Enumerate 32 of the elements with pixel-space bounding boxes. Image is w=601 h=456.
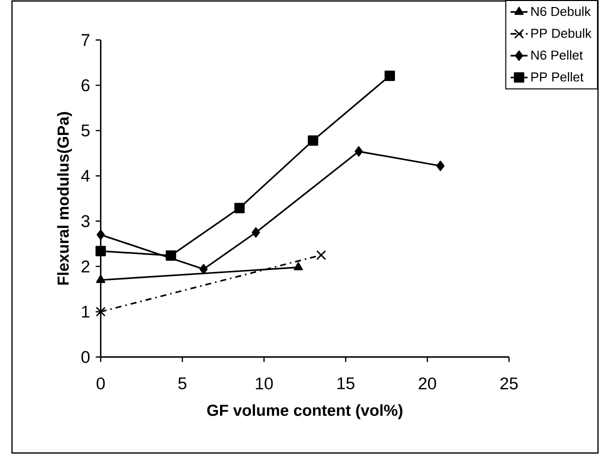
- x-tick-label: 25: [500, 377, 518, 390]
- y-tick-label: 5: [81, 124, 90, 136]
- point: [234, 202, 245, 214]
- y-tick-label: 2: [82, 260, 90, 272]
- point: [436, 160, 444, 172]
- point: [354, 146, 363, 157]
- y-axis-title: Flexural modulus(GPa): [57, 112, 72, 285]
- point: [384, 70, 395, 81]
- y-tick-label: 4: [81, 170, 90, 182]
- point: [166, 250, 176, 261]
- y-tick-label: 7: [82, 34, 90, 46]
- x-tick-label: 20: [418, 377, 436, 390]
- point: [308, 135, 318, 146]
- point: [96, 230, 105, 240]
- legend-label: N6 Debulk: [531, 6, 591, 16]
- y-tick-label: 6: [82, 79, 90, 92]
- y-tick-label: 1: [82, 306, 90, 318]
- point: [96, 306, 106, 317]
- legend-label: PP Pellet: [531, 72, 584, 82]
- legend-label: N6 Pellet: [531, 50, 583, 60]
- x-tick-label: 5: [178, 377, 186, 390]
- point: [200, 264, 208, 274]
- point: [96, 246, 106, 256]
- x-tick-label: 0: [96, 377, 105, 390]
- point: [252, 227, 260, 238]
- y-tick-label: 3: [81, 215, 90, 228]
- legend-label: PP Debulk: [531, 28, 592, 38]
- x-tick-label: 15: [338, 377, 354, 390]
- point: [316, 250, 326, 260]
- x-tick-label: 10: [256, 377, 273, 390]
- x-axis-title: GF volume content (vol%): [207, 404, 402, 420]
- y-tick-label: 0: [81, 351, 90, 363]
